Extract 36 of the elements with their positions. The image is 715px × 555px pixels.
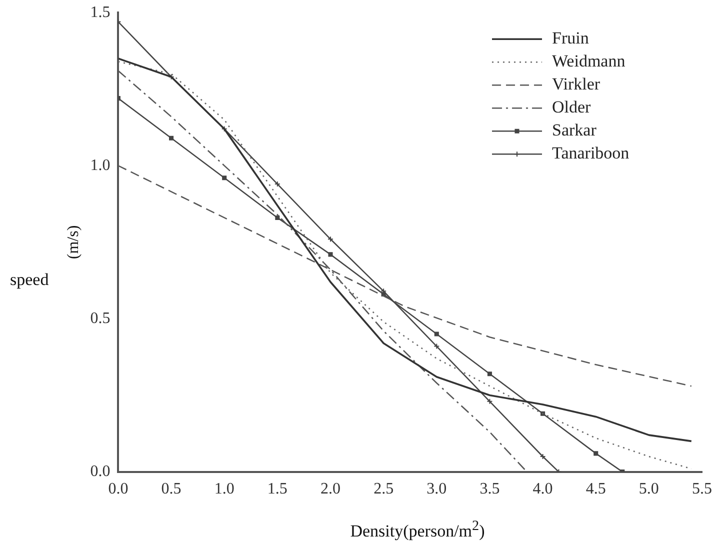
- y-tick-label: 0.0: [90, 463, 110, 480]
- x-tick-label: 5.5: [692, 480, 712, 498]
- point: [434, 332, 439, 336]
- text: speed: [10, 270, 49, 290]
- x-tick-label: 4.0: [532, 480, 553, 498]
- point: [275, 215, 280, 220]
- y-tick-label: 1.5: [90, 4, 110, 21]
- point: [434, 343, 440, 350]
- x-tick-label: 0.0: [108, 480, 128, 498]
- point: [221, 126, 228, 132]
- x-axis-title: Density(person/m$^{2}$): [349, 518, 486, 542]
- point: [486, 398, 493, 404]
- x-tick-label: 2.0: [320, 480, 340, 498]
- x-tick-label: 2.5: [374, 480, 394, 498]
- legend-label: Older: [552, 98, 592, 117]
- x-tick-label: 3.0: [426, 480, 447, 498]
- x-tick-label: 1.0: [214, 480, 234, 498]
- x-tick-label: 3.5: [480, 480, 500, 498]
- legend-label: Sarkar: [552, 120, 597, 140]
- point: [594, 451, 598, 456]
- point: [487, 372, 492, 376]
- x-tick-label: 0.5: [161, 480, 182, 498]
- legend-label: Weidmann: [552, 52, 626, 71]
- point: [168, 74, 174, 80]
- point: [169, 136, 174, 140]
- legend-label: Virkler: [552, 74, 600, 94]
- y-axis-title: (m/s): [64, 225, 82, 260]
- x-tick-label: 5.0: [638, 480, 659, 498]
- legend-label: Fruin: [552, 28, 590, 48]
- x-tick-label: 4.5: [586, 480, 606, 498]
- legend-label: Tanariboon: [552, 144, 630, 163]
- x-tick-label: 1.5: [267, 480, 288, 498]
- point: [222, 176, 227, 180]
- y-tick-label: 0.5: [90, 310, 110, 327]
- point: [328, 252, 333, 257]
- y-tick-label: 1.0: [90, 156, 110, 174]
